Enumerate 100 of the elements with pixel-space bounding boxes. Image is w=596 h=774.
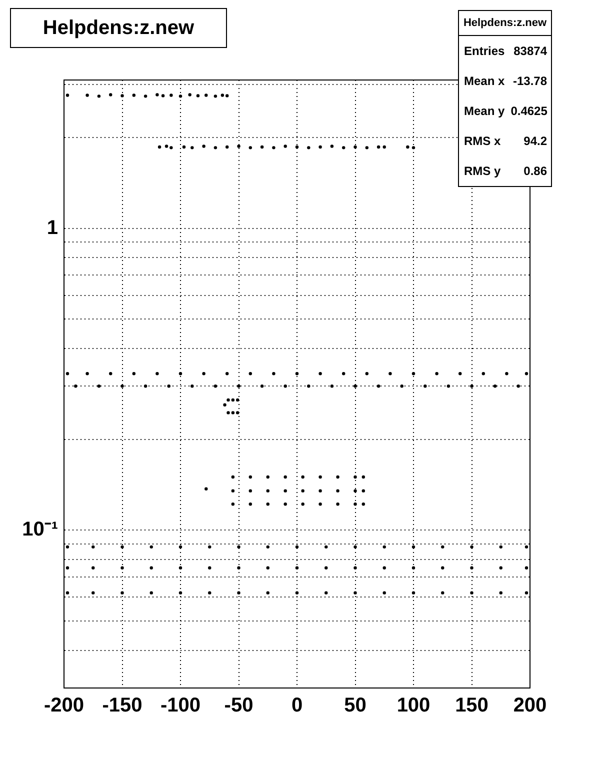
point: [178, 372, 182, 376]
point: [284, 475, 287, 479]
point: [182, 145, 186, 149]
point: [214, 94, 218, 98]
annotation: Mean y 0.4625: [464, 104, 548, 118]
x-tick-label: 50: [344, 694, 366, 717]
point: [208, 566, 212, 570]
point: [220, 94, 224, 97]
point: [158, 145, 162, 149]
point: [109, 372, 112, 376]
point: [237, 591, 240, 594]
point: [330, 144, 334, 148]
point: [92, 591, 95, 594]
point: [354, 489, 357, 492]
point: [237, 144, 240, 148]
point: [92, 566, 95, 570]
point: [190, 384, 194, 388]
point: [272, 372, 276, 376]
point: [66, 372, 70, 376]
point: [446, 384, 450, 388]
point: [266, 475, 270, 479]
point: [470, 545, 474, 549]
point: [354, 384, 357, 388]
point: [330, 384, 334, 388]
point: [318, 145, 322, 149]
point: [272, 146, 276, 150]
point: [412, 146, 416, 150]
point: [178, 545, 182, 549]
point: [324, 566, 328, 570]
point: [524, 591, 528, 594]
annotation: Mean x -13.78: [464, 74, 547, 88]
point: [441, 545, 444, 549]
point: [301, 502, 304, 506]
point: [190, 146, 194, 150]
text: RMS x 94.2: [464, 134, 547, 148]
chart-title: Helpdens:z.new: [10, 8, 227, 48]
point: [295, 145, 299, 149]
x-tick-label: 0: [291, 694, 303, 717]
point: [86, 94, 89, 97]
point: [214, 146, 218, 150]
point: [237, 384, 240, 388]
point: [365, 372, 368, 376]
point: [336, 489, 340, 492]
point: [266, 545, 270, 549]
point: [284, 144, 287, 148]
point: [458, 372, 462, 376]
point: [362, 489, 366, 492]
point: [470, 384, 474, 388]
text: Entries 83874: [464, 44, 547, 58]
point: [382, 545, 386, 549]
point: [336, 502, 340, 506]
point: [284, 502, 287, 506]
point: [132, 372, 136, 376]
x-tick-label: -50: [224, 694, 254, 717]
point: [284, 489, 287, 492]
point: [324, 591, 328, 594]
point: [260, 384, 264, 388]
point: [178, 94, 182, 98]
point: [231, 489, 235, 492]
point: [354, 591, 357, 594]
point: [499, 566, 502, 570]
text: Helpdens:z.new: [459, 11, 551, 36]
point: [208, 545, 212, 549]
point: [260, 145, 264, 149]
point: [178, 591, 182, 594]
point: [170, 146, 173, 150]
point: [441, 566, 444, 570]
point: [388, 372, 392, 376]
point: [237, 545, 240, 549]
point: [382, 566, 386, 570]
point: [226, 398, 230, 402]
point: [170, 94, 173, 97]
point: [482, 372, 485, 376]
point: [524, 566, 528, 570]
point: [318, 475, 322, 479]
point: [342, 372, 346, 376]
point: [204, 94, 208, 97]
point: [248, 475, 252, 479]
point: [354, 545, 357, 549]
point: [231, 398, 235, 402]
point: [493, 384, 497, 388]
point: [318, 502, 322, 506]
point: [144, 94, 148, 98]
point: [86, 372, 89, 376]
point: [307, 146, 310, 150]
point: [376, 145, 380, 149]
point: [354, 502, 357, 506]
y-tick-label: 10⁻¹: [22, 518, 58, 541]
point: [412, 566, 416, 570]
point: [382, 591, 386, 594]
point: [178, 566, 182, 570]
point: [248, 146, 252, 150]
point: [266, 502, 270, 506]
point: [382, 145, 386, 149]
point: [524, 372, 528, 376]
point: [226, 411, 230, 414]
point: [231, 475, 235, 479]
point: [223, 403, 226, 407]
point: [132, 94, 136, 97]
point: [120, 545, 124, 549]
